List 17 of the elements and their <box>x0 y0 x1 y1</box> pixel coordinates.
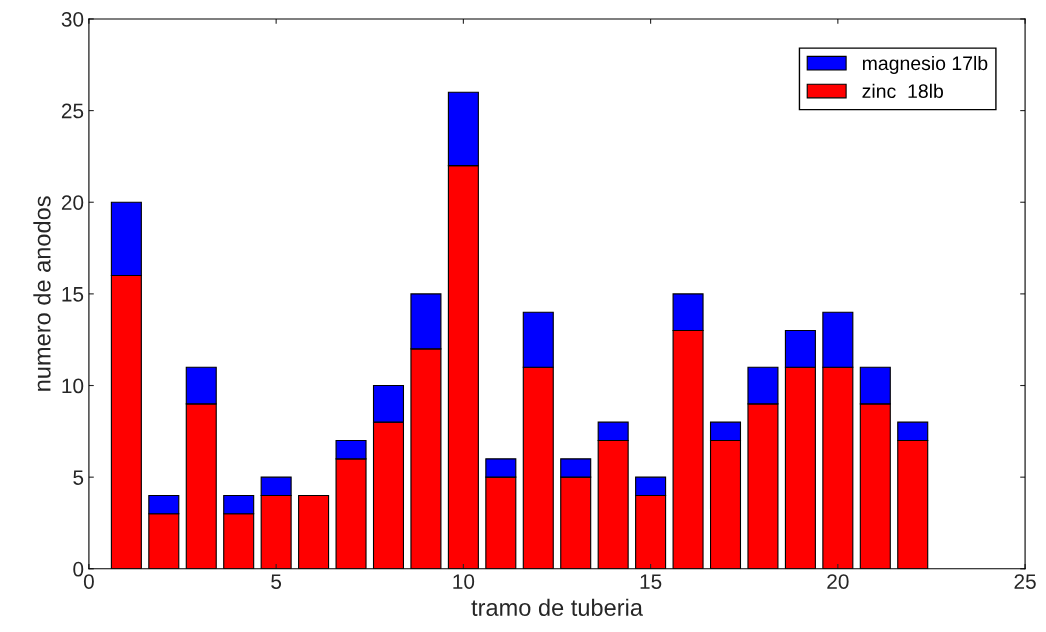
y-tick-label: 0 <box>73 561 84 577</box>
y-tick-label: 10 <box>62 378 84 394</box>
y-tick-label: 20 <box>61 195 84 210</box>
legend-label: zinc 18lb <box>862 83 943 99</box>
y-tick-label: 5 <box>73 470 84 485</box>
x-tick-label: 5 <box>271 574 282 589</box>
x-tick-label: 15 <box>640 574 662 589</box>
y-tick-label: 15 <box>62 287 84 302</box>
y-axis-title: numero de anodos <box>33 196 51 391</box>
y-tick-label: 30 <box>61 11 84 27</box>
x-tick-label: 0 <box>83 574 94 589</box>
x-tick-label: 10 <box>453 574 475 589</box>
y-tick-label: 25 <box>61 103 84 119</box>
x-tick-label: 25 <box>1014 574 1036 589</box>
x-tick-label: 20 <box>827 574 849 589</box>
legend-label: magnesio 17lb <box>862 55 988 75</box>
x-axis-title: tramo de tuberia <box>471 598 643 616</box>
